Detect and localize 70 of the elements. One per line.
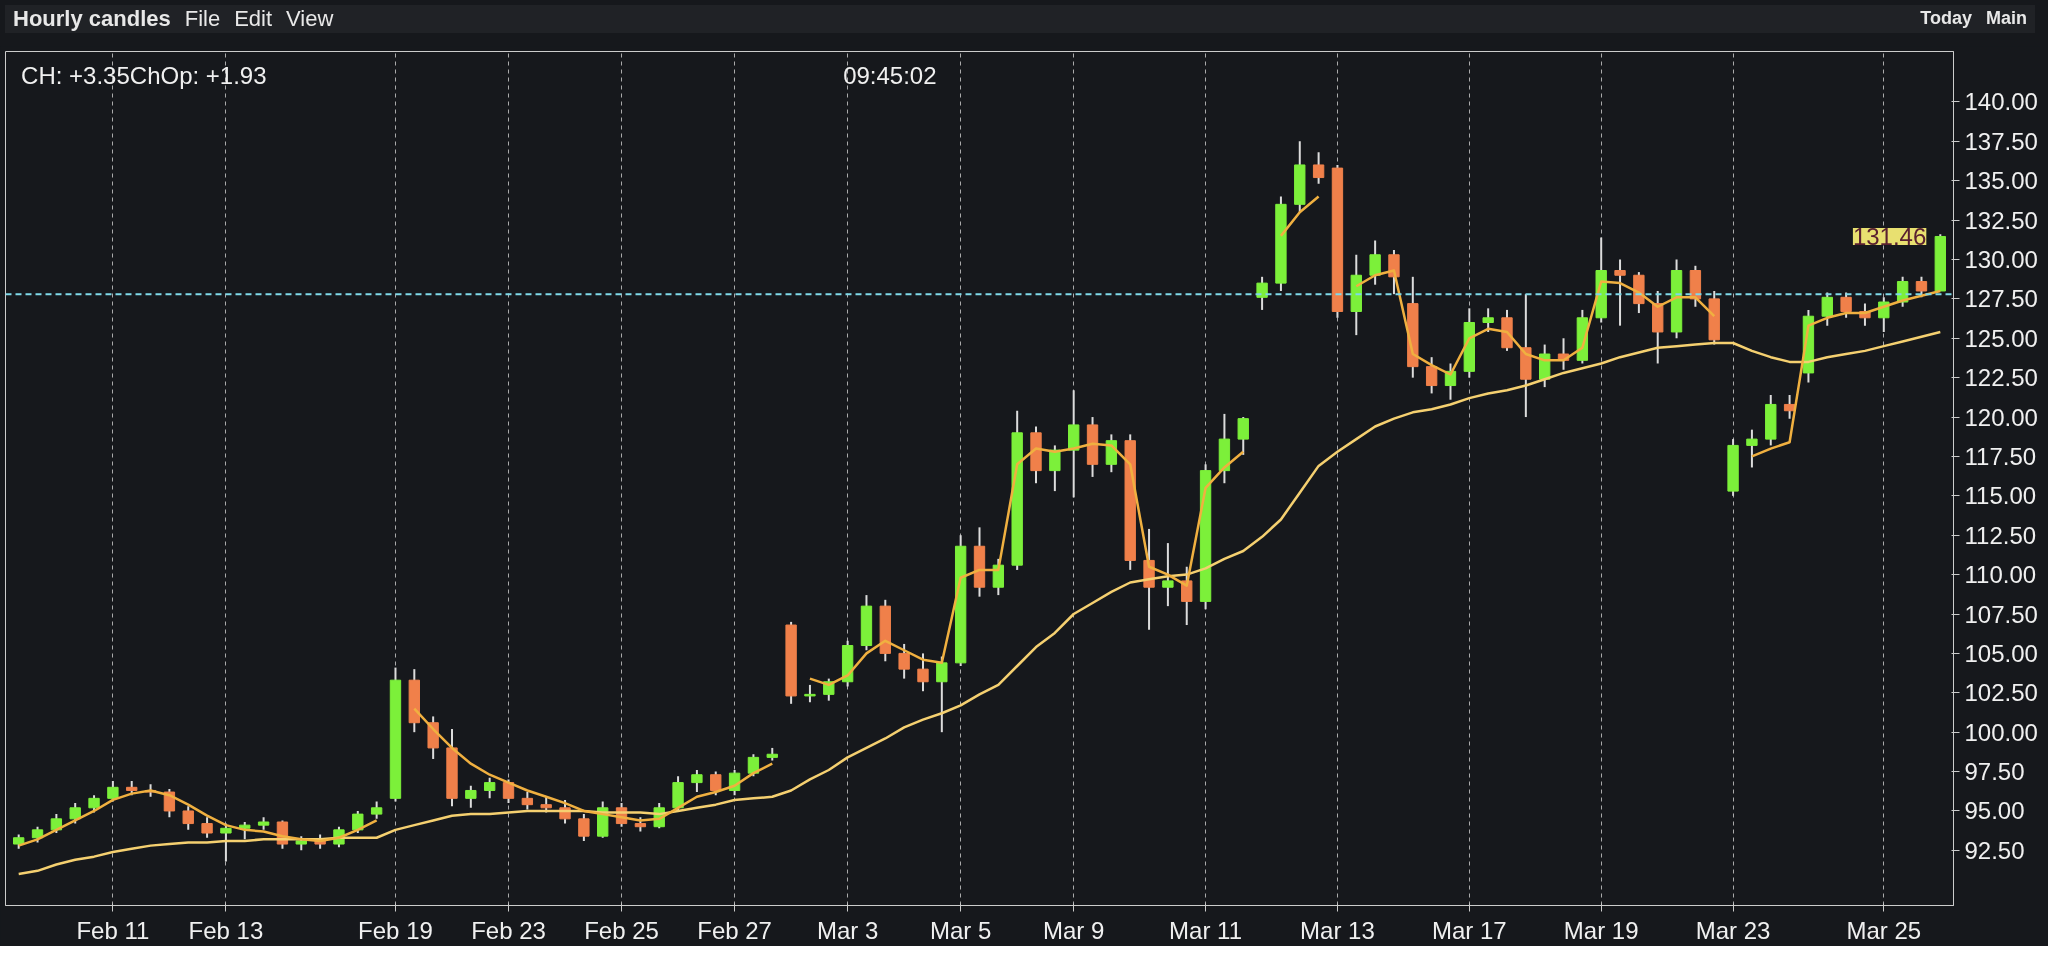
chart-title: Hourly candles <box>13 6 171 32</box>
candlestick <box>1614 258 1626 327</box>
y-tick-label: 102.50 <box>1964 679 2038 707</box>
x-tick-label: Mar 11 <box>1169 916 1243 944</box>
y-tick-label: 115.00 <box>1964 482 2037 510</box>
x-tick-label: Mar 19 <box>1563 916 1639 944</box>
candlestick <box>69 802 81 825</box>
y-tick-label: 95.00 <box>1964 797 2025 825</box>
x-tick-label: Feb 13 <box>188 916 264 944</box>
line-series <box>17 330 1942 876</box>
annotation: 131.46 <box>1852 222 1927 250</box>
y-tick-label: 97.50 <box>1964 758 2025 786</box>
y-tick-label: 105.00 <box>1964 639 2038 667</box>
x-tick-label: Mar 23 <box>1695 916 1771 944</box>
y-tick-label: 117.50 <box>1964 442 2037 470</box>
candlestick <box>578 813 590 842</box>
text: File <box>184 6 221 32</box>
candlestick <box>1746 428 1758 469</box>
y-tick-label: 112.50 <box>1964 521 2037 549</box>
y-tick-label: 132.50 <box>1964 206 2038 234</box>
x-tick-label: Mar 9 <box>1043 916 1105 944</box>
x-tick-label: Mar 17 <box>1431 916 1507 944</box>
y-tick-label: 127.50 <box>1964 285 2038 313</box>
candlestick <box>1162 542 1174 608</box>
y-tick-label: 130.00 <box>1964 245 2038 273</box>
candlestick <box>1049 444 1061 493</box>
x-tick-label: Feb 27 <box>697 916 772 944</box>
x-tick-label: Feb 23 <box>471 916 546 944</box>
annotation: 09:45:02 <box>843 61 937 89</box>
candlestick <box>691 768 703 794</box>
candlestick <box>352 809 364 835</box>
text: Today <box>1920 8 1972 29</box>
y-tick-label: 110.00 <box>1964 561 2037 589</box>
candlestick <box>1482 307 1494 333</box>
candlestick <box>710 770 722 797</box>
x-tick-label: Mar 3 <box>816 916 879 944</box>
candlestick <box>182 805 194 831</box>
x-tick-label: Feb 25 <box>584 916 659 944</box>
candlestick <box>465 784 477 809</box>
y-tick-label: 120.00 <box>1964 403 2038 431</box>
y-tick-label: 92.50 <box>1964 836 2025 864</box>
candlestick <box>107 780 119 803</box>
y-tick-label: 135.00 <box>1964 167 2038 195</box>
candlestick <box>1369 239 1381 286</box>
candlestick <box>1181 565 1193 627</box>
x-tick-label: Mar 5 <box>929 916 992 944</box>
y-tick-label: 107.50 <box>1964 600 2038 628</box>
text: Main <box>1985 8 2027 29</box>
annotation: CH: +3.35ChOp: +1.93 <box>21 61 267 89</box>
candlestick <box>1237 416 1249 456</box>
y-tick-label: 125.00 <box>1964 324 2038 352</box>
candlestick <box>1425 356 1438 395</box>
y-tick-label: 137.50 <box>1964 127 2038 155</box>
candlestick <box>917 652 929 693</box>
candlestick <box>201 816 213 839</box>
y-tick-label: 140.00 <box>1964 88 2038 116</box>
candlestick <box>1312 151 1325 185</box>
x-tick-label: Feb 19 <box>358 916 433 944</box>
candlestick <box>898 642 910 680</box>
y-tick-label: 122.50 <box>1964 364 2038 392</box>
candlestick <box>1256 275 1268 311</box>
candlestick <box>1840 291 1852 319</box>
candlestick <box>483 776 496 800</box>
text: Edit <box>234 6 273 32</box>
text: View <box>286 6 334 32</box>
x-tick-label: Mar 25 <box>1846 916 1922 944</box>
x-tick-label: Feb 11 <box>76 916 150 944</box>
candlestick <box>936 655 948 734</box>
y-tick-label: 100.00 <box>1964 718 2038 746</box>
x-tick-label: Mar 13 <box>1300 916 1375 944</box>
